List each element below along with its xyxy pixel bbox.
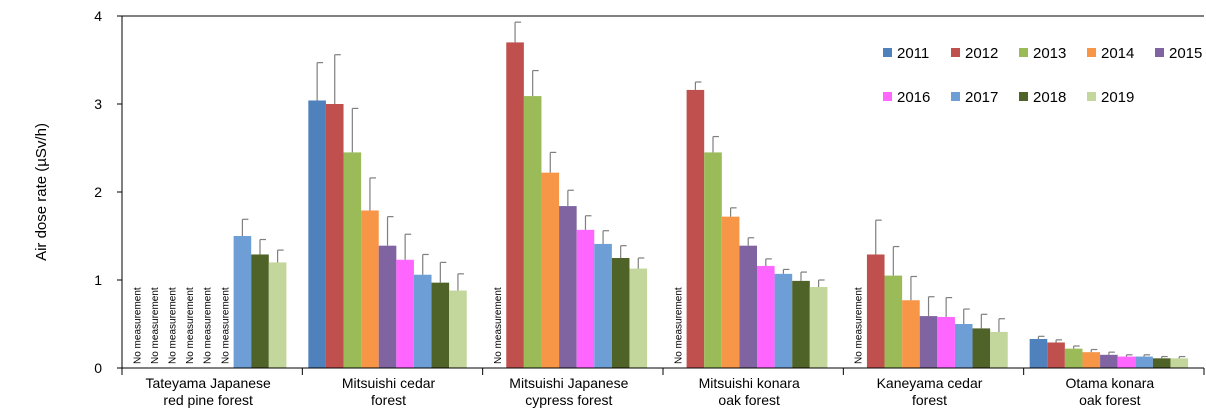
bar-2012: [866, 254, 885, 368]
bar-2012: [325, 104, 344, 368]
category-label: forest: [371, 392, 406, 408]
legend-label-2014: 2014: [1101, 45, 1134, 62]
bar-2018: [972, 328, 991, 368]
bar-2015: [378, 245, 397, 368]
no-measurement-label: No measurement: [132, 287, 143, 364]
axes-layer: [117, 15, 1205, 375]
legend-label-2016: 2016: [897, 89, 930, 106]
no-measurement-label: No measurement: [185, 287, 196, 364]
bar-2012: [1047, 342, 1065, 368]
bar-2014: [721, 216, 740, 368]
bar-2018: [1152, 358, 1171, 368]
bar-2012: [686, 89, 705, 369]
bar-2014: [902, 300, 920, 368]
y-tick-label: 3: [94, 96, 102, 112]
y-tick-label: 2: [94, 184, 102, 200]
legend-label-2012: 2012: [965, 45, 998, 62]
y-tick-label: 1: [94, 272, 102, 288]
category-label: Mitsuishi Japanese: [509, 375, 628, 391]
category-label: Mitsuishi konara: [699, 375, 800, 391]
legend-swatch-2019: [1087, 92, 1096, 101]
no-measurement-label: No measurement: [854, 287, 865, 364]
bar-2014: [541, 172, 560, 368]
no-measurement-label: No measurement: [168, 287, 179, 364]
category-label: oak forest: [1079, 392, 1141, 408]
bar-2017: [1135, 356, 1153, 368]
bar-2012: [506, 42, 524, 369]
bar-2015: [919, 316, 938, 368]
legend-label-2018: 2018: [1033, 89, 1066, 106]
bar-2018: [792, 280, 810, 368]
bar-2018: [611, 258, 630, 368]
labels-layer: No measurement No measurement No measureme…: [33, 8, 1154, 408]
bar-2019: [809, 287, 828, 368]
bar-2016: [937, 316, 955, 368]
legend-swatch-2011: [883, 48, 892, 57]
bar-2016: [576, 229, 595, 368]
category-label: oak forest: [718, 392, 780, 408]
bar-2014: [361, 210, 379, 368]
bar-2019: [268, 262, 287, 368]
no-measurement-label: No measurement: [220, 287, 231, 364]
bar-2019: [990, 331, 1008, 368]
bar-2019: [629, 268, 648, 368]
legend-label-2011: 2011: [897, 45, 929, 62]
bar-2013: [1064, 348, 1083, 368]
y-tick-label: 4: [94, 8, 102, 24]
y-tick-label: 0: [94, 360, 102, 376]
bar-2018: [431, 282, 450, 368]
legend-swatch-2013: [1019, 48, 1028, 57]
category-label: Kaneyama cedar: [877, 375, 983, 391]
bar-2018: [251, 254, 269, 368]
bar-2017: [774, 273, 793, 368]
legend-swatch-2018: [1019, 92, 1028, 101]
bar-2011: [308, 100, 326, 368]
legend-label-2017: 2017: [965, 89, 998, 106]
legend-swatch-2014: [1087, 48, 1096, 57]
category-label: Otama konara: [1065, 375, 1154, 391]
bar-2017: [594, 243, 612, 368]
bar-2016: [757, 265, 775, 368]
legend-swatch-2015: [1155, 48, 1164, 57]
bar-2015: [739, 245, 757, 368]
bar-2013: [343, 152, 362, 368]
legend-label-2015: 2015: [1169, 45, 1202, 62]
legend-label-2013: 2013: [1033, 45, 1066, 62]
legend-swatch-2016: [883, 92, 892, 101]
bar-2013: [523, 96, 542, 368]
no-measurement-label: No measurement: [203, 287, 214, 364]
bar-2019: [1170, 358, 1189, 368]
bar-2015: [1100, 354, 1118, 368]
bar-2013: [704, 152, 722, 368]
legend-label-2019: 2019: [1101, 89, 1134, 106]
y-axis-label: Air dose rate (µSv/h): [33, 123, 50, 261]
bar-2011: [1029, 338, 1048, 368]
legend-swatch-2017: [951, 92, 960, 101]
category-label: Tateyama Japanese: [146, 375, 272, 391]
category-label: red pine forest: [163, 392, 253, 408]
bar-2017: [954, 324, 973, 368]
no-measurement-label: No measurement: [673, 287, 684, 364]
bar-2016: [1117, 356, 1136, 368]
bar-2016: [396, 259, 414, 368]
bar-2017: [413, 274, 432, 368]
bar-2013: [884, 275, 903, 368]
bar-2019: [449, 290, 467, 368]
bars-layer: [233, 21, 1189, 369]
no-measurement-label: No measurement: [150, 287, 161, 364]
bar-2017: [233, 236, 252, 368]
bar-2015: [559, 206, 577, 368]
legend-swatch-2012: [951, 48, 960, 57]
category-label: Mitsuishi cedar: [342, 375, 436, 391]
no-measurement-label: No measurement: [493, 287, 504, 364]
legend: 2011 2012 2013 2014 2015 2016 2017 2018 2019: [883, 45, 1202, 106]
bar-2014: [1082, 352, 1101, 368]
category-label: cypress forest: [525, 392, 612, 408]
category-label: forest: [912, 392, 947, 408]
